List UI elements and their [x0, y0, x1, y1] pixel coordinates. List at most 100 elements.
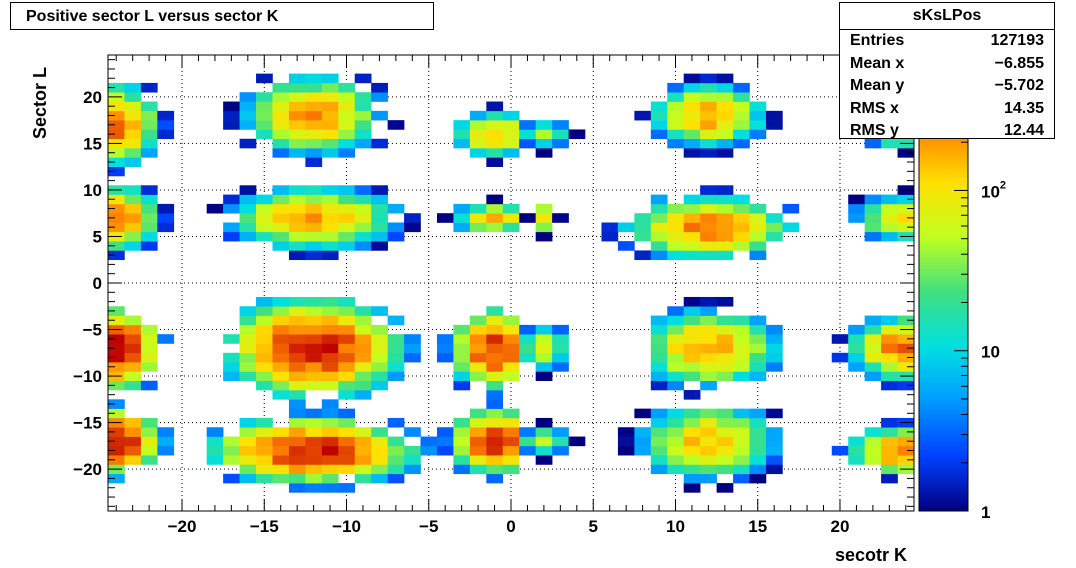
heatmap-cell	[667, 455, 685, 465]
heatmap-cell	[288, 231, 306, 242]
heatmap-cell	[140, 194, 158, 205]
heatmap-cell	[354, 362, 372, 372]
heatmap-cell	[848, 455, 865, 465]
heatmap-cell	[700, 82, 717, 93]
heatmap-cell	[272, 148, 290, 158]
heatmap-cell	[239, 194, 257, 205]
heatmap-cell	[305, 138, 323, 149]
heatmap-cell	[716, 148, 734, 158]
heatmap-cell	[535, 129, 553, 140]
heatmap-cell	[733, 129, 750, 140]
heatmap-cell	[864, 203, 882, 214]
heatmap-cell	[469, 129, 487, 140]
heatmap-cell	[881, 334, 898, 344]
heatmap-cell	[354, 455, 372, 465]
heatmap-cell	[650, 343, 668, 354]
heatmap-cell	[108, 445, 125, 456]
heatmap-cell	[552, 436, 569, 447]
heatmap-cell	[436, 352, 454, 363]
heatmap-cell	[272, 92, 290, 102]
heatmap-cell	[700, 324, 717, 335]
heatmap-cell	[387, 343, 405, 354]
heatmap-cell	[305, 110, 323, 121]
heatmap-cell	[716, 296, 734, 307]
heatmap-cell	[683, 231, 701, 242]
heatmap-cell	[321, 222, 339, 233]
heatmap-cell	[864, 436, 882, 447]
heatmap-cell	[650, 120, 668, 130]
heatmap-cell	[535, 231, 553, 242]
heatmap-cell	[354, 306, 372, 316]
heatmap-cell	[716, 138, 734, 149]
heatmap-cell	[733, 343, 750, 354]
heatmap-cell	[733, 241, 750, 251]
heatmap-cell	[864, 455, 882, 465]
heatmap-cell	[683, 352, 701, 363]
heatmap-cell	[650, 222, 668, 233]
heatmap-cell	[305, 324, 323, 335]
heatmap-cell	[404, 343, 421, 354]
heatmap-cell	[700, 296, 717, 307]
heatmap-cell	[765, 110, 783, 121]
heatmap-cell	[404, 334, 421, 344]
heatmap-cell	[239, 455, 257, 465]
heatmap-cell	[288, 417, 306, 428]
heatmap-cell	[749, 417, 767, 428]
heatmap-cell	[371, 436, 388, 447]
heatmap-cell	[371, 427, 388, 437]
heatmap-cell	[552, 120, 569, 130]
heatmap-cell	[272, 213, 290, 223]
heatmap-cell	[650, 427, 668, 437]
heatmap-cell	[848, 343, 865, 354]
heatmap-cell	[108, 166, 125, 177]
heatmap-cell	[897, 362, 915, 372]
heatmap-cell	[453, 334, 471, 344]
heatmap-cell	[749, 110, 767, 121]
heatmap-cell	[683, 203, 701, 214]
heatmap-cell	[486, 324, 504, 335]
heatmap-cell	[486, 436, 504, 447]
heatmap-cell	[535, 334, 553, 344]
heatmap-cell	[667, 436, 685, 447]
heatmap-cell	[716, 417, 734, 428]
heatmap-cell	[650, 455, 668, 465]
heatmap-cell	[321, 324, 339, 335]
heatmap-cell	[436, 343, 454, 354]
heatmap-cell	[288, 110, 306, 121]
heatmap-cell	[683, 371, 701, 382]
heatmap-cell	[683, 324, 701, 335]
heatmap-cell	[108, 110, 125, 121]
heatmap-cell	[700, 417, 717, 428]
heatmap-cell	[354, 371, 372, 382]
heatmap-cell	[848, 445, 865, 456]
heatmap-cell	[321, 343, 339, 354]
heatmap-cell	[749, 352, 767, 363]
heatmap-cell	[733, 315, 750, 326]
heatmap-cell	[749, 343, 767, 354]
heatmap-cell	[716, 129, 734, 140]
heatmap-cell	[864, 371, 882, 382]
heatmap-cell	[749, 203, 767, 214]
heatmap-cell	[124, 362, 142, 372]
heatmap-cell	[864, 194, 882, 205]
heatmap-cell	[700, 73, 717, 84]
heatmap-cell	[667, 231, 685, 242]
heatmap-cell	[140, 324, 158, 335]
heatmap-cell	[716, 334, 734, 344]
heatmap-cell	[404, 427, 421, 437]
heatmap-cell	[486, 101, 504, 112]
heatmap-cell	[404, 445, 421, 456]
heatmap-cell	[667, 427, 685, 437]
heatmap-cell	[321, 417, 339, 428]
heatmap-cell	[716, 73, 734, 84]
heatmap-cell	[140, 203, 158, 214]
heatmap-cell	[700, 138, 717, 149]
heatmap-cell	[617, 436, 635, 447]
heatmap-cell	[223, 101, 240, 112]
heatmap-cell	[831, 352, 849, 363]
heatmap-cell	[305, 343, 323, 354]
heatmap-cell	[305, 315, 323, 326]
heatmap-cell	[305, 157, 323, 167]
heatmap-cell	[897, 427, 915, 437]
heatmap-cell	[765, 408, 783, 419]
